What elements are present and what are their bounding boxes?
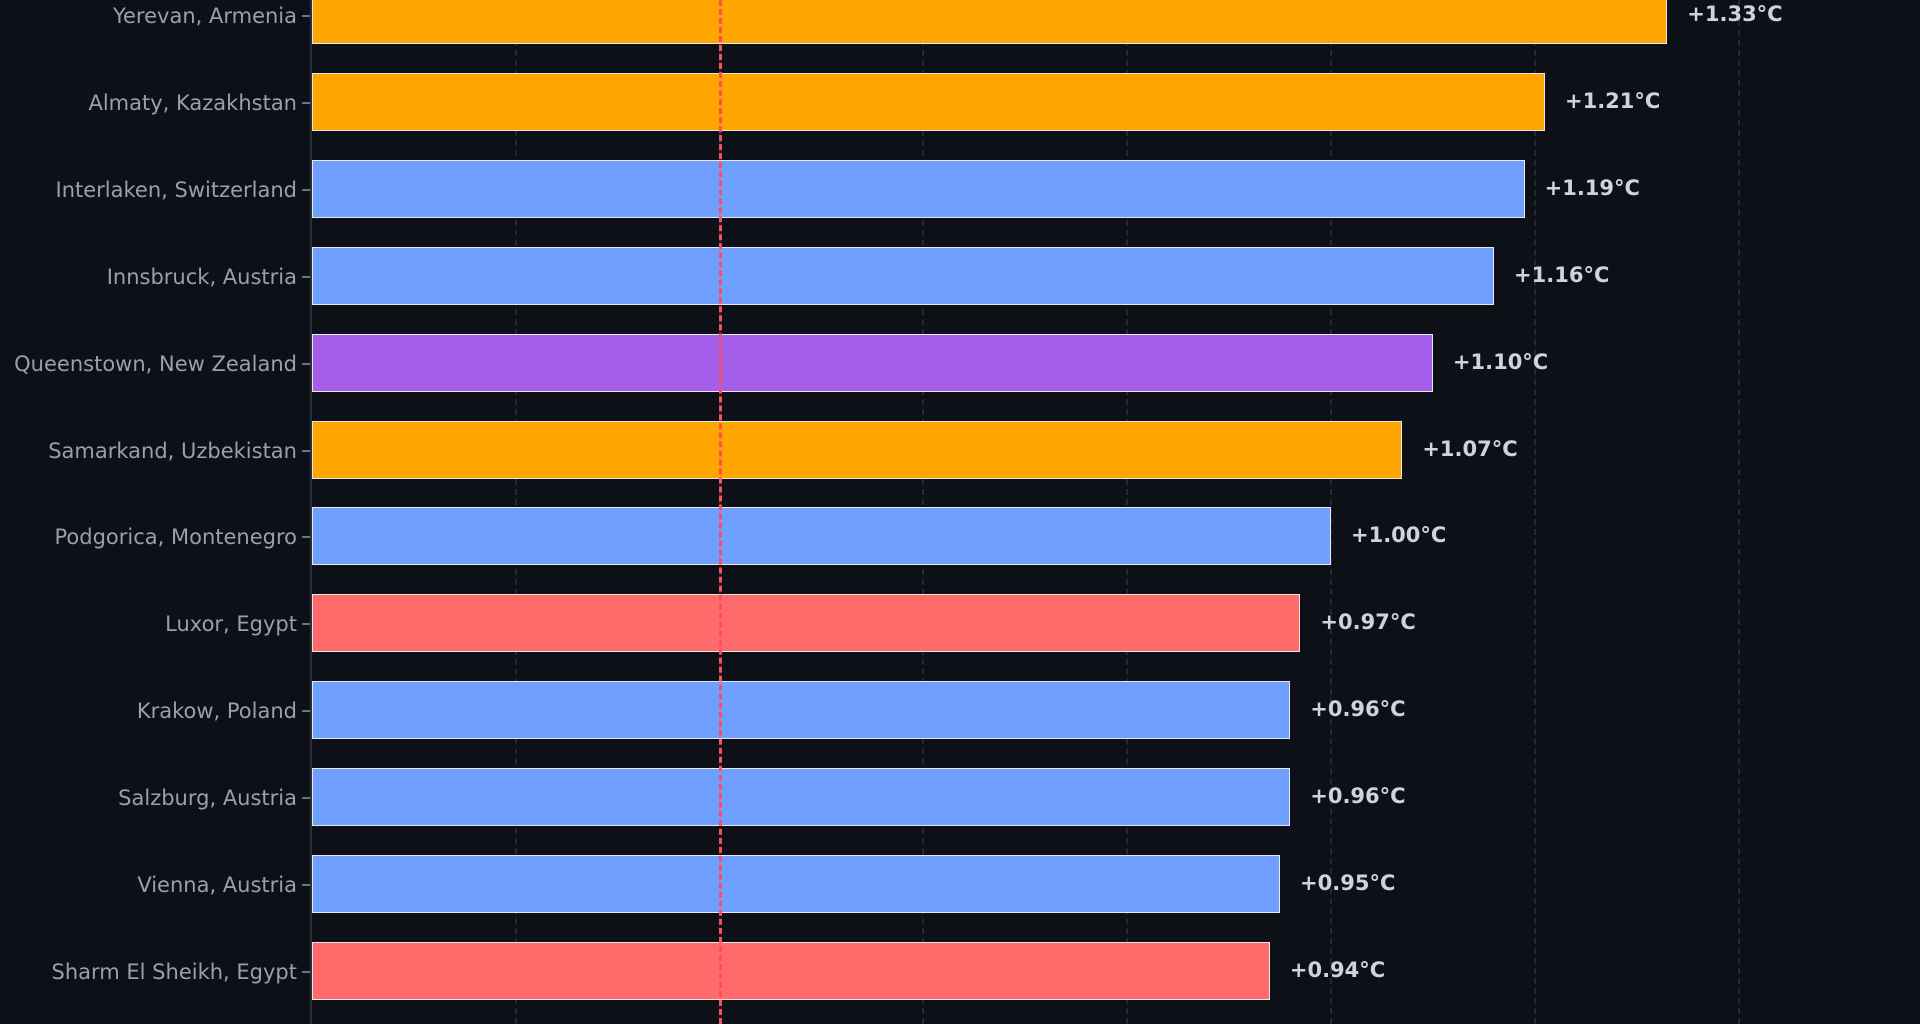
- value-label: +0.94°C: [1289, 957, 1386, 982]
- bar-row: Salzburg, Austria +0.96°C: [0, 768, 1920, 828]
- category-label: Krakow, Poland: [136, 699, 297, 724]
- bar-row: Almaty, Kazakhstan +1.21°C: [0, 72, 1920, 133]
- bar-row: Yerevan, Armenia +1.33°C: [0, 0, 1920, 46]
- value-label: +1.16°C: [1514, 262, 1610, 287]
- bar: [312, 246, 1495, 305]
- category-label: Luxor, Egypt: [165, 612, 297, 637]
- bar-row: Vienna, Austria +0.95°C: [0, 855, 1920, 915]
- y-tick: [302, 623, 310, 626]
- value-label: +1.00°C: [1351, 523, 1447, 548]
- grid-line: [1533, 0, 1536, 1024]
- category-label: Yerevan, Armenia: [112, 4, 297, 28]
- bar: [312, 72, 1545, 131]
- grid-line: [1330, 0, 1332, 1024]
- y-tick: [302, 710, 310, 713]
- value-label: +1.33°C: [1687, 2, 1783, 26]
- y-tick: [302, 536, 310, 539]
- category-label: Interlaken, Switzerland: [55, 177, 297, 202]
- value-label: +0.96°C: [1310, 784, 1406, 809]
- category-label: Queenstown, New Zealand: [14, 351, 297, 376]
- bar-row: Queenstown, New Zealand +1.10°C: [0, 333, 1920, 394]
- y-tick: [302, 101, 310, 104]
- category-label: Innsbruck, Austria: [106, 264, 297, 289]
- y-tick: [302, 362, 310, 365]
- category-label: Vienna, Austria: [137, 873, 297, 897]
- category-label: Sharm El Sheikh, Egypt: [51, 959, 298, 984]
- y-axis-line: [310, 0, 312, 1024]
- bar-row: Samarkand, Uzbekistan +1.07°C: [0, 420, 1920, 481]
- grid-line: [1737, 0, 1740, 1024]
- bar: [312, 159, 1525, 218]
- y-tick: [302, 449, 310, 452]
- bar: [312, 594, 1301, 653]
- bar: [312, 855, 1281, 913]
- bar-row: Krakow, Poland +0.96°C: [0, 681, 1920, 741]
- bar: [312, 681, 1291, 740]
- y-tick: [302, 970, 310, 973]
- bar: [312, 507, 1331, 566]
- bar: [312, 0, 1668, 44]
- category-label: Almaty, Kazakhstan: [88, 90, 297, 115]
- bar: [312, 768, 1291, 827]
- reference-line: [718, 0, 722, 1024]
- bar-row: Sharm El Sheikh, Egypt +0.94°C: [0, 941, 1920, 1002]
- y-tick: [302, 275, 310, 278]
- value-label: +1.21°C: [1564, 88, 1661, 113]
- bar: [312, 420, 1403, 479]
- value-label: +1.19°C: [1544, 175, 1640, 200]
- y-tick: [302, 884, 310, 886]
- category-label: Salzburg, Austria: [118, 786, 297, 811]
- category-label: Samarkand, Uzbekistan: [48, 438, 297, 463]
- bar-row: Interlaken, Switzerland +1.19°C: [0, 159, 1920, 220]
- bar: [312, 333, 1433, 392]
- value-label: +0.97°C: [1320, 610, 1416, 635]
- value-label: +0.96°C: [1310, 697, 1406, 722]
- value-label: +1.10°C: [1452, 349, 1549, 374]
- bar-row: Innsbruck, Austria +1.16°C: [0, 246, 1920, 307]
- value-label: +0.95°C: [1300, 871, 1396, 895]
- y-tick: [302, 188, 310, 191]
- value-label: +1.07°C: [1422, 436, 1518, 461]
- bar-row: Podgorica, Montenegro +1.00°C: [0, 507, 1920, 567]
- y-tick: [302, 797, 310, 800]
- y-tick: [302, 15, 310, 17]
- bar-row: Luxor, Egypt +0.97°C: [0, 594, 1920, 654]
- bar: [312, 941, 1270, 1000]
- category-label: Podgorica, Montenegro: [54, 525, 297, 550]
